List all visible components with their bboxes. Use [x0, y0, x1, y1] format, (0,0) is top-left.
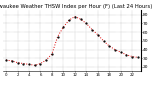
Title: Milwaukee Weather THSW Index per Hour (F) (Last 24 Hours): Milwaukee Weather THSW Index per Hour (F…: [0, 4, 153, 9]
